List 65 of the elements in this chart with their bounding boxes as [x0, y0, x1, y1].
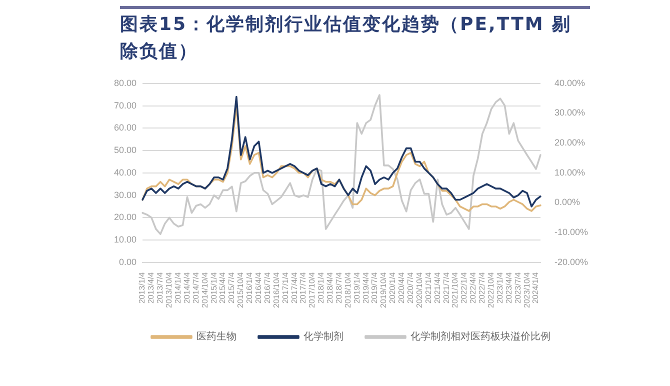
x-tick-label: 2014/7/4	[191, 272, 200, 304]
x-tick-label: 2022/7/4	[478, 272, 487, 304]
legend-label: 化学制剂相对医药板块溢价比例	[410, 330, 550, 343]
x-tick-label: 2023/1/4	[495, 272, 504, 304]
y2-tick-label: -20.00%	[554, 256, 588, 267]
x-tick-label: 2015/4/4	[218, 272, 228, 304]
y-tick-label: 70.00	[114, 100, 137, 110]
x-tick-label: 2016/4/4	[254, 272, 263, 304]
y-tick-label: 50.00	[114, 145, 137, 156]
x-tick-label: 2019/4/4	[361, 272, 370, 304]
chart-title: 图表15：化学制剂行业估值变化趋势（PE,TTM 剔除负值）	[120, 6, 590, 65]
x-tick-label: 2017/1/4	[280, 272, 290, 304]
x-tick-label: 2013/7/4	[156, 272, 165, 304]
x-tick-label: 2021/7/4	[442, 272, 451, 304]
x-tick-label: 2013/1/4	[138, 272, 147, 304]
x-tick-label: 2016/1/4	[245, 272, 254, 304]
x-tick-label: 2016/10/4	[272, 272, 281, 308]
x-tick-label: 2024/1/4	[531, 272, 540, 304]
x-tick-label: 2021/10/4	[450, 272, 460, 308]
x-tick-label: 2023/7/4	[513, 272, 522, 304]
x-tick-label: 2021/1/4	[424, 272, 433, 304]
y-tick-label: 0.00	[118, 256, 137, 267]
x-tick-label: 2022/1/4	[460, 272, 469, 304]
x-tick-label: 2023/4/4	[504, 272, 514, 304]
legend-label: 化学制剂	[304, 330, 344, 343]
x-tick-label: 2013/10/4	[164, 272, 174, 308]
x-tick-label: 2018/10/4	[343, 272, 352, 308]
x-tick-label: 2018/7/4	[334, 272, 344, 304]
y2-tick-label: 30.00%	[554, 108, 586, 118]
x-tick-label: 2019/7/4	[370, 272, 380, 304]
y-tick-label: 10.00	[114, 234, 137, 245]
x-tick-label: 2013/4/4	[146, 272, 156, 304]
x-tick-label: 2020/4/4	[397, 272, 406, 304]
x-tick-label: 2017/10/4	[308, 272, 317, 308]
y2-tick-label: 40.00%	[554, 78, 586, 88]
y-tick-label: 80.00	[114, 78, 137, 88]
x-tick-label: 2014/4/4	[182, 272, 192, 304]
x-tick-label: 2014/10/4	[200, 272, 210, 308]
x-tick-label: 2015/10/4	[236, 272, 246, 308]
y2-tick-label: 10.00%	[554, 167, 586, 178]
x-tick-label: 2021/4/4	[432, 272, 442, 304]
x-tick-label: 2019/10/4	[379, 272, 388, 308]
x-tick-label: 2016/7/4	[262, 272, 272, 304]
x-tick-label: 2015/7/4	[227, 272, 236, 304]
x-tick-label: 2022/10/4	[486, 272, 496, 308]
x-tick-label: 2022/4/4	[468, 272, 478, 304]
x-tick-label: 2017/4/4	[290, 272, 299, 304]
y2-tick-label: -10.00%	[554, 227, 588, 238]
x-tick-label: 2020/10/4	[414, 272, 424, 308]
x-tick-label: 2018/4/4	[326, 272, 335, 304]
legend-label: 医药生物	[196, 330, 236, 343]
x-tick-label: 2017/7/4	[298, 272, 308, 304]
y2-tick-label: 0.00%	[554, 197, 580, 208]
y-tick-label: 30.00	[114, 190, 137, 200]
x-tick-label: 2020/7/4	[406, 272, 416, 304]
x-tick-label: 2014/1/4	[173, 272, 182, 304]
x-tick-label: 2023/10/4	[522, 272, 532, 308]
y-tick-label: 40.00	[114, 167, 137, 178]
x-tick-label: 2019/1/4	[352, 272, 362, 304]
y-tick-label: 20.00	[114, 212, 137, 222]
x-tick-label: 2015/1/4	[209, 272, 218, 304]
y-tick-label: 60.00	[114, 122, 137, 133]
x-tick-label: 2018/1/4	[316, 272, 326, 304]
x-tick-label: 2020/1/4	[388, 272, 398, 304]
y2-tick-label: 20.00%	[554, 138, 586, 148]
